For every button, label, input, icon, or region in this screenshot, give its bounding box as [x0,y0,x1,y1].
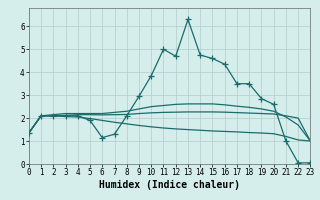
X-axis label: Humidex (Indice chaleur): Humidex (Indice chaleur) [99,180,240,190]
